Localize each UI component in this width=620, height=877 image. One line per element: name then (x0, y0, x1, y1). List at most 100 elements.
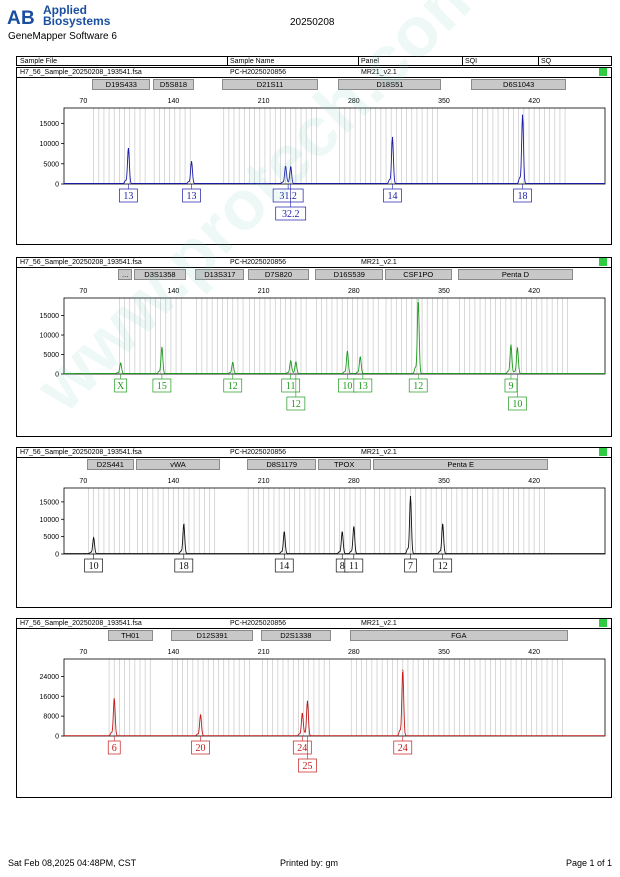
panel-sample-name: PC-H2025020856 (230, 449, 287, 456)
peak-point (409, 496, 412, 498)
x-tick-label: 70 (79, 649, 87, 656)
footer-page: Page 1 of 1 (566, 858, 613, 868)
allele-label-box[interactable] (119, 188, 138, 203)
peak-point (516, 347, 519, 349)
locus-marker[interactable]: ... (118, 269, 133, 280)
panel-red: H7_56_Sample_20250208_193541.fsa PC-H2025… (16, 618, 612, 798)
locus-marker[interactable]: TPOX (317, 459, 371, 470)
allele-label-box[interactable] (182, 188, 201, 203)
col-sample-file: Sample File (20, 58, 57, 65)
allele-call-label: 9 (508, 381, 513, 392)
locus-marker[interactable]: D2S441 (87, 459, 134, 470)
x-tick-label: 70 (79, 98, 87, 105)
locus-marker[interactable]: D16S539 (315, 269, 384, 280)
locus-marker[interactable]: D12S391 (170, 630, 254, 641)
panel-sample-file: H7_56_Sample_20250208_193541.fsa (20, 620, 142, 627)
allele-label-box[interactable] (223, 378, 243, 393)
peak-point (306, 700, 309, 702)
footer-print-time: Sat Feb 08,2025 04:48PM, CST (8, 858, 137, 868)
allele-label-box[interactable] (508, 396, 527, 411)
svg-text:B: B (21, 8, 35, 28)
y-tick-label: 0 (55, 734, 59, 741)
panel-panel-name: MR21_v2.1 (361, 620, 397, 627)
locus-marker[interactable]: D8S1179 (246, 459, 317, 470)
allele-label-box[interactable] (281, 378, 301, 393)
panel-title-row: H7_56_Sample_20250208_193541.fsa PC-H2025… (17, 448, 611, 458)
panel-panel-name: MR21_v2.1 (361, 259, 397, 266)
x-tick-label: 350 (438, 288, 450, 295)
allele-label-box[interactable] (272, 188, 304, 203)
x-tick-label: 420 (528, 288, 540, 295)
locus-marker[interactable]: CSF1PO (384, 269, 452, 280)
x-tick-label: 140 (168, 649, 180, 656)
allele-label-box[interactable] (433, 558, 453, 573)
peak-point (199, 714, 202, 716)
peak-point (113, 698, 115, 700)
allele-label-box[interactable] (404, 558, 417, 573)
locus-marker[interactable]: D3S1358 (133, 269, 187, 280)
footer-printed-by: Printed by: gm (280, 858, 339, 868)
panel-sample-file: H7_56_Sample_20250208_193541.fsa (20, 69, 142, 76)
signal-trace (64, 670, 605, 737)
locus-marker[interactable]: D7S820 (248, 269, 309, 280)
report-date: 20250208 (290, 17, 335, 28)
allele-label-box[interactable] (107, 740, 121, 755)
allele-label-box[interactable] (84, 558, 103, 573)
peak-point (341, 531, 343, 533)
allele-label-box[interactable] (292, 740, 312, 755)
locus-marker[interactable]: D6S1043 (471, 79, 567, 90)
peak-point (232, 362, 234, 364)
allele-label-box[interactable] (353, 378, 373, 393)
locus-marker[interactable]: FGA (349, 630, 568, 641)
allele-label-box[interactable] (504, 378, 518, 393)
panel-black: H7_56_Sample_20250208_193541.fsa PC-H2025… (16, 447, 612, 608)
allele-call-label: 14 (279, 561, 289, 572)
locus-marker[interactable]: D5S818 (152, 79, 195, 90)
locus-marker[interactable]: D18S51 (338, 79, 442, 90)
peak-point (301, 713, 303, 715)
sizing-quality-indicator (599, 258, 607, 266)
y-tick-label: 0 (55, 372, 59, 379)
peak-point (346, 350, 348, 352)
locus-marker[interactable]: D2S1338 (261, 630, 331, 641)
allele-label-box[interactable] (174, 558, 194, 573)
x-tick-label: 210 (258, 288, 270, 295)
signal-trace (64, 114, 605, 184)
allele-label-box[interactable] (274, 558, 294, 573)
x-tick-label: 350 (438, 98, 450, 105)
allele-call-label: 18 (179, 561, 189, 572)
peak-point (284, 166, 287, 168)
allele-label-box[interactable] (393, 740, 413, 755)
allele-label-box[interactable] (275, 206, 307, 221)
panel-green: H7_56_Sample_20250208_193541.fsa PC-H2025… (16, 257, 612, 437)
brand-name: Applied Biosystems (43, 4, 111, 28)
allele-call-label: 32.2 (282, 209, 300, 220)
locus-marker[interactable]: D21S11 (222, 79, 318, 90)
allele-label-box[interactable] (286, 396, 306, 411)
locus-marker[interactable]: D13S317 (195, 269, 245, 280)
locus-marker[interactable]: Penta D (458, 269, 573, 280)
allele-label-box[interactable] (383, 188, 402, 203)
locus-marker[interactable]: vWA (136, 459, 220, 470)
y-tick-label: 0 (55, 182, 59, 189)
allele-label-box[interactable] (191, 740, 210, 755)
y-tick-label: 15000 (40, 121, 60, 128)
allele-label-box[interactable] (152, 378, 172, 393)
x-tick-label: 350 (438, 649, 450, 656)
peak-point (183, 523, 185, 526)
x-tick-label: 420 (528, 478, 540, 485)
applied-biosystems-logo-icon: A B (7, 8, 35, 28)
allele-label-box[interactable] (513, 188, 532, 203)
allele-label-box[interactable] (408, 378, 428, 393)
locus-marker[interactable]: D19S433 (92, 79, 151, 90)
allele-label-box[interactable] (344, 558, 364, 573)
allele-label-box[interactable] (298, 758, 317, 773)
locus-marker[interactable]: Penta E (373, 459, 549, 470)
locus-marker[interactable]: TH01 (107, 630, 153, 641)
col-sample-name: Sample Name (230, 58, 275, 65)
y-tick-label: 15000 (40, 313, 60, 320)
x-tick-label: 420 (528, 649, 540, 656)
brand-line-2: Biosystems (43, 14, 111, 28)
allele-label-box[interactable] (114, 378, 128, 393)
